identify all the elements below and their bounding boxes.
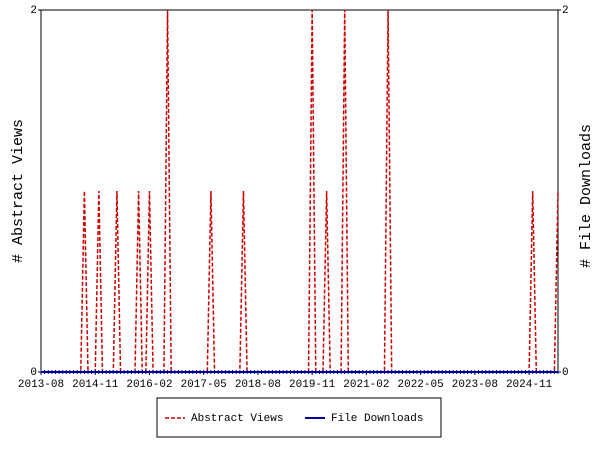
y2-tick-label: 0 (562, 367, 569, 379)
x-tick-label: 2017-05 (181, 379, 227, 391)
legend-label: Abstract Views (191, 413, 283, 425)
x-tick-label: 2022-05 (398, 379, 444, 391)
x-tick-label: 2019-11 (289, 379, 336, 391)
x-tick-label: 2014-11 (72, 379, 119, 391)
legend-box (156, 397, 442, 438)
y-tick-label: 2 (30, 5, 37, 17)
y-tick-label: 0 (30, 367, 37, 379)
y2-tick-label: 2 (562, 5, 569, 17)
plot-frame (40, 9, 559, 373)
x-tick-label: 2021-02 (343, 379, 389, 391)
x-tick-label: 2016-02 (126, 379, 172, 391)
x-tick-label: 2024-11 (506, 379, 553, 391)
y-axis-title: # Abstract Views (10, 119, 27, 263)
x-tick-label: 2013-08 (18, 379, 64, 391)
series-line (41, 9, 559, 373)
x-tick-label: 2023-08 (452, 379, 498, 391)
x-tick-label: 2018-08 (235, 379, 281, 391)
legend-label: File Downloads (331, 413, 423, 425)
y2-axis-title: # File Downloads (578, 124, 595, 268)
